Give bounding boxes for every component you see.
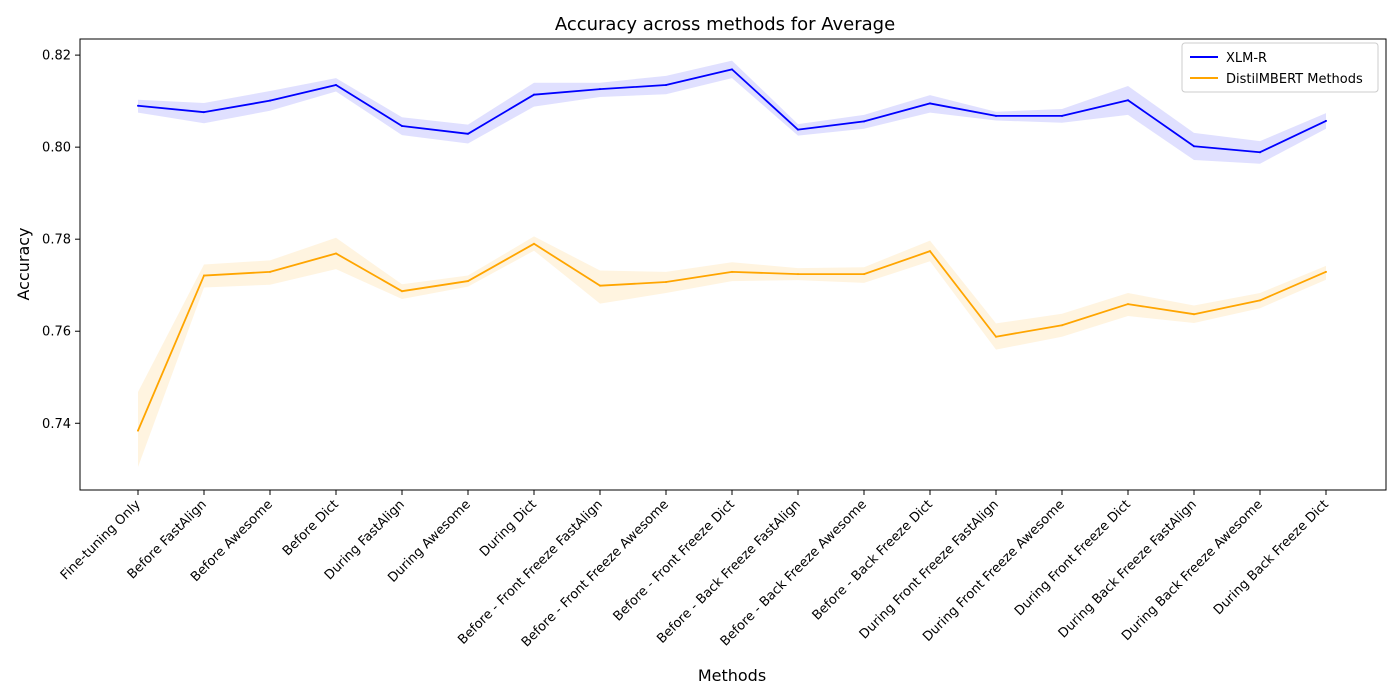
plot-frame xyxy=(79,38,1387,491)
point-xlm-r-4 xyxy=(335,84,337,87)
y-axis: 0.74 0.76 0.78 0.80 0.82 xyxy=(42,49,80,432)
legend-box xyxy=(1181,42,1379,93)
point-distilmbert-methods-8 xyxy=(599,284,601,287)
point-distilmbert-methods-17 xyxy=(1193,313,1195,316)
x-tick-label: Before - Front Freeze FastAlign xyxy=(455,497,605,647)
band-xlm-r xyxy=(138,60,1326,164)
point-distilmbert-methods-3 xyxy=(269,270,271,273)
x-tick-label: Before - Front Freeze Dict xyxy=(611,497,738,624)
y-axis-label: Accuracy xyxy=(14,227,33,300)
point-distilmbert-methods-7 xyxy=(533,242,535,245)
series-lines xyxy=(137,68,1327,432)
legend-label-distilmbert-methods: DistilMBERT Methods xyxy=(1226,72,1363,87)
point-xlm-r-14 xyxy=(995,114,997,117)
point-xlm-r-6 xyxy=(467,132,469,135)
x-tick-label: Before - Back Freeze Dict xyxy=(810,497,936,623)
y-tick-label: 0.76 xyxy=(42,325,71,340)
y-tick-label: 0.78 xyxy=(42,233,71,248)
x-tick-label: Before - Back Freeze FastAlign xyxy=(654,497,803,646)
x-tick-label: During Back Freeze FastAlign xyxy=(1056,497,1200,641)
point-distilmbert-methods-1 xyxy=(137,429,139,432)
point-distilmbert-methods-9 xyxy=(665,280,667,283)
point-xlm-r-13 xyxy=(929,102,931,105)
point-xlm-r-17 xyxy=(1193,145,1195,148)
point-distilmbert-methods-19 xyxy=(1325,270,1327,273)
point-xlm-r-18 xyxy=(1259,151,1261,154)
point-distilmbert-methods-12 xyxy=(863,273,865,276)
y-tick-label: 0.74 xyxy=(42,417,71,432)
x-tick-label: During Front Freeze FastAlign xyxy=(857,497,1002,642)
x-tick-label: During Back Freeze Dict xyxy=(1211,497,1332,618)
point-distilmbert-methods-15 xyxy=(1061,324,1063,327)
legend: XLM-R DistilMBERT Methods xyxy=(1181,42,1379,93)
point-distilmbert-methods-14 xyxy=(995,335,997,338)
y-tick-label: 0.82 xyxy=(42,49,71,64)
point-distilmbert-methods-5 xyxy=(401,290,403,293)
point-distilmbert-methods-10 xyxy=(731,270,733,273)
x-axis-label: Methods xyxy=(698,666,766,685)
x-tick-label: During Front Freeze Awesome xyxy=(920,497,1068,645)
point-xlm-r-1 xyxy=(137,104,139,107)
point-distilmbert-methods-13 xyxy=(929,250,931,253)
point-distilmbert-methods-18 xyxy=(1259,299,1261,302)
point-xlm-r-9 xyxy=(665,84,667,87)
point-xlm-r-10 xyxy=(731,68,733,71)
point-xlm-r-8 xyxy=(599,88,601,91)
x-tick-label: During Front Freeze Dict xyxy=(1012,497,1134,619)
confidence-bands xyxy=(138,60,1326,467)
point-xlm-r-15 xyxy=(1061,114,1063,117)
x-tick-label: Before Dict xyxy=(280,497,342,559)
point-distilmbert-methods-11 xyxy=(797,273,799,276)
x-tick-label: During Dict xyxy=(477,497,540,560)
x-tick-label: Before - Back Freeze Awesome xyxy=(718,497,870,649)
point-xlm-r-5 xyxy=(401,124,403,127)
point-distilmbert-methods-16 xyxy=(1127,303,1129,306)
legend-label-xlm-r: XLM-R xyxy=(1226,51,1267,66)
x-tick-label: Before - Front Freeze Awesome xyxy=(519,497,672,650)
point-xlm-r-3 xyxy=(269,99,271,102)
point-xlm-r-11 xyxy=(797,128,799,131)
point-xlm-r-19 xyxy=(1325,119,1327,122)
x-tick-label: During Back Freeze Awesome xyxy=(1119,497,1266,644)
point-distilmbert-methods-6 xyxy=(467,280,469,283)
point-xlm-r-7 xyxy=(533,93,535,96)
point-xlm-r-16 xyxy=(1127,99,1129,102)
y-tick-label: 0.80 xyxy=(42,141,71,156)
point-xlm-r-12 xyxy=(863,120,865,123)
chart-title: Accuracy across methods for Average xyxy=(555,14,895,35)
point-distilmbert-methods-2 xyxy=(203,274,205,277)
point-distilmbert-methods-4 xyxy=(335,252,337,255)
point-xlm-r-2 xyxy=(203,111,205,114)
